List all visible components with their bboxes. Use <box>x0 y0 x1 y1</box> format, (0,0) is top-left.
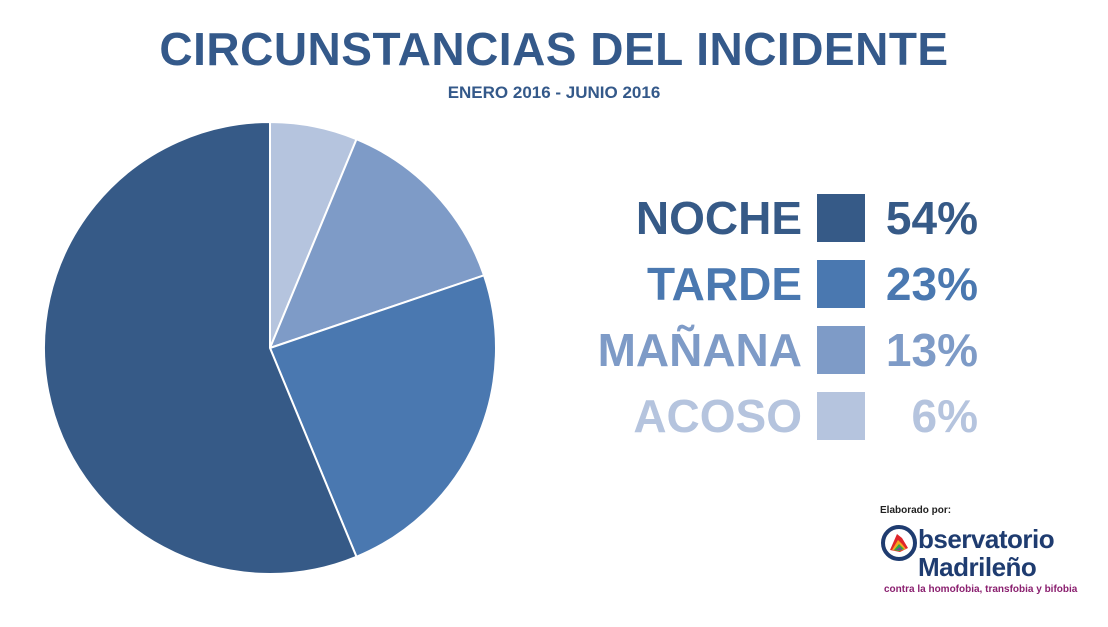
legend-item-noche: NOCHE 54% <box>520 190 980 246</box>
legend-swatch <box>817 260 865 308</box>
pie-slice-tarde <box>268 274 497 559</box>
logo-tagline: contra la homofobia, transfobia y bifobi… <box>884 584 1078 595</box>
legend-label: NOCHE <box>635 192 802 244</box>
legend-label: MAÑANA <box>597 324 802 376</box>
legend-item-mañana: MAÑANA 13% <box>520 322 980 378</box>
legend-label: TARDE <box>646 258 802 310</box>
chart-title: CIRCUNSTANCIAS DEL INCIDENTE <box>159 23 949 75</box>
chart-subtitle: ENERO 2016 - JUNIO 2016 <box>447 83 661 102</box>
organization-logo: bservatorio Madrileño contra la homofobi… <box>878 522 1078 602</box>
credit-text: Elaborado por: <box>880 505 952 516</box>
logo-text-line2: Madrileño <box>918 552 1037 582</box>
legend-label: ACOSO <box>633 390 802 442</box>
legend-value: 13% <box>885 324 978 376</box>
pie-slice-noche <box>43 120 358 575</box>
legend-swatch <box>817 326 865 374</box>
pie-slice-mañana <box>268 137 486 350</box>
pie-chart <box>43 120 497 575</box>
legend-value: 6% <box>911 390 978 442</box>
legend-value: 23% <box>885 258 978 310</box>
legend-item-tarde: TARDE 23% <box>520 256 980 312</box>
legend-value: 54% <box>885 192 978 244</box>
logo-text-line1: bservatorio <box>918 524 1055 554</box>
legend-swatch <box>817 392 865 440</box>
logo-mark-icon <box>881 525 917 561</box>
legend-item-acoso: ACOSO 6% <box>520 388 980 444</box>
legend-swatch <box>817 194 865 242</box>
